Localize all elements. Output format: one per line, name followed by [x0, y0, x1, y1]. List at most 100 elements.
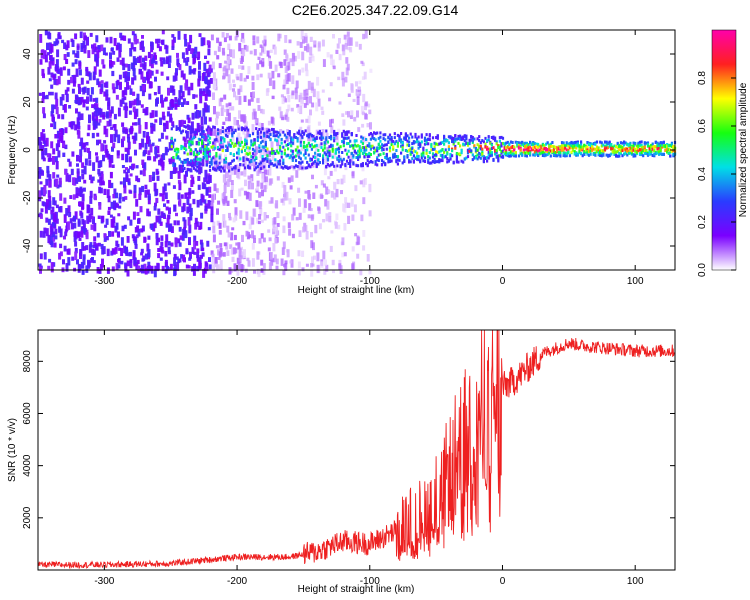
heatmap-signal-cell [600, 152, 603, 156]
heatmap-noise-cell [100, 44, 104, 52]
heatmap-noise-cell [128, 85, 132, 90]
heatmap-signal-cell [454, 134, 457, 137]
heatmap-noise-cell [82, 254, 86, 260]
heatmap-noise-cell [113, 188, 117, 195]
heatmap-signal-cell [314, 160, 317, 164]
heatmap-noise-cell [233, 91, 236, 98]
heatmap-signal-cell [527, 143, 530, 147]
heatmap-signal-cell [576, 152, 579, 156]
heatmap-signal-cell [213, 167, 216, 171]
heatmap-signal-cell [201, 128, 204, 132]
heatmap-signal-cell [242, 163, 245, 167]
heatmap-noise-cell [311, 102, 315, 108]
heatmap-signal-cell [294, 164, 298, 168]
heatmap-noise-cell [364, 103, 367, 111]
heatmap-noise-cell [168, 55, 172, 63]
heatmap-signal-cell [498, 154, 501, 158]
heatmap-signal-cell [505, 148, 508, 152]
heatmap-signal-cell [541, 154, 544, 157]
heatmap-noise-cell [225, 103, 229, 108]
heatmap-noise-cell [180, 194, 184, 199]
heatmap-noise-cell [86, 132, 90, 137]
heatmap-noise-cell [305, 93, 309, 99]
snr-x-tick-label: 100 [627, 576, 644, 587]
heatmap-signal-cell [291, 156, 294, 160]
heatmap-signal-cell [239, 163, 242, 166]
heatmap-signal-cell [626, 153, 629, 157]
heatmap-noise-cell [123, 106, 127, 111]
heatmap-noise-cell [275, 226, 279, 235]
heatmap-noise-cell [183, 142, 187, 148]
heatmap-noise-cell [286, 116, 290, 122]
heatmap-signal-cell [422, 151, 425, 155]
heatmap-noise-cell [159, 221, 163, 226]
heatmap-noise-cell [208, 186, 212, 193]
heatmap-noise-cell [127, 178, 131, 184]
heatmap-noise-cell [240, 263, 244, 273]
heatmap-noise-cell [329, 245, 333, 252]
heatmap-signal-cell [557, 153, 560, 157]
heatmap-noise-cell [47, 218, 51, 225]
heatmap-signal-cell [514, 152, 517, 156]
heatmap-signal-cell [659, 141, 662, 145]
heatmap-noise-cell [81, 269, 85, 275]
heatmap-signal-cell [251, 143, 255, 147]
heatmap-signal-cell [425, 138, 428, 142]
heatmap-signal-cell [524, 141, 527, 145]
heatmap-signal-cell [646, 153, 650, 156]
heatmap-noise-cell [108, 157, 112, 163]
heatmap-signal-cell [373, 131, 376, 135]
heatmap-signal-cell [586, 152, 589, 156]
heatmap-noise-cell [193, 53, 197, 59]
heatmap-signal-cell [185, 171, 188, 174]
heatmap-signal-cell [463, 134, 466, 138]
heatmap-signal-cell [656, 151, 659, 155]
heatmap-noise-cell [253, 153, 257, 158]
heatmap-signal-cell [595, 140, 599, 144]
heatmap-noise-cell [128, 156, 132, 163]
heatmap-noise-cell [161, 30, 165, 35]
heatmap-noise-cell [144, 268, 148, 275]
heatmap-noise-cell [122, 130, 126, 134]
heatmap-noise-cell [365, 101, 369, 107]
heatmap-noise-cell [262, 269, 266, 275]
heatmap-signal-cell [251, 132, 255, 136]
heatmap-noise-cell [48, 258, 52, 263]
heatmap-noise-cell [307, 214, 311, 219]
heatmap-signal-cell [293, 155, 296, 159]
heatmap-noise-cell [90, 224, 94, 230]
heatmap-noise-cell [259, 207, 263, 216]
heatmap-noise-cell [305, 263, 309, 267]
heatmap-signal-cell [234, 164, 237, 168]
heatmap-noise-cell [79, 149, 83, 157]
heatmap-noise-cell [89, 190, 93, 198]
heatmap-noise-cell [48, 42, 52, 51]
heatmap-noise-cell [105, 236, 109, 241]
heatmap-noise-cell [101, 181, 105, 186]
heatmap-signal-cell [479, 152, 482, 156]
heatmap-signal-cell [212, 145, 215, 148]
heatmap-noise-cell [153, 182, 157, 192]
heatmap-noise-cell [291, 59, 295, 67]
heatmap-noise-cell [171, 34, 175, 38]
heatmap-noise-cell [359, 180, 363, 185]
heatmap-noise-cell [248, 223, 252, 230]
heatmap-signal-cell [193, 153, 196, 157]
heatmap-noise-cell [117, 259, 120, 263]
heatmap-noise-cell [323, 268, 327, 275]
heatmap-noise-cell [287, 222, 291, 228]
heatmap-signal-cell [173, 138, 177, 142]
heatmap-noise-cell [322, 183, 326, 188]
heatmap-noise-cell [251, 75, 255, 81]
heatmap-signal-cell [365, 138, 368, 141]
heatmap-noise-cell [169, 223, 173, 232]
heatmap-noise-cell [309, 109, 312, 116]
heatmap-noise-cell [87, 50, 91, 58]
heatmap-noise-cell [204, 55, 207, 59]
heatmap-noise-cell [367, 103, 371, 108]
heatmap-noise-cell [50, 111, 54, 117]
heatmap-noise-cell [186, 196, 190, 205]
heatmap-noise-cell [209, 78, 213, 84]
heatmap-noise-cell [83, 228, 87, 235]
heatmap-signal-cell [264, 144, 267, 148]
